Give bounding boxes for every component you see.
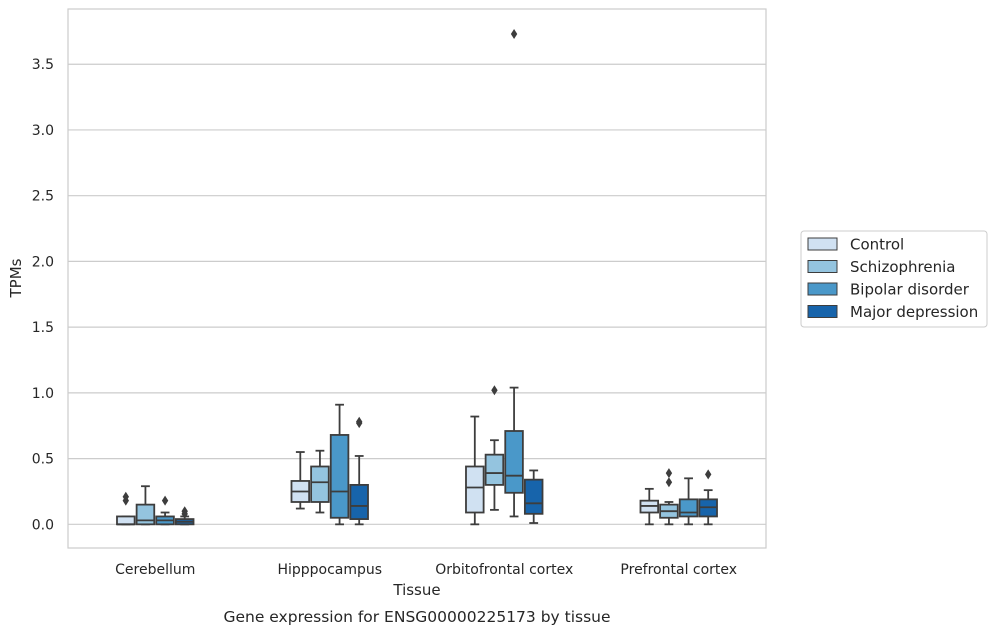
box	[310, 465, 330, 503]
legend-swatch	[807, 305, 838, 318]
chart-caption: Gene expression for ENSG00000225173 by t…	[223, 608, 610, 626]
legend-label: Major depression	[850, 303, 978, 321]
outlier-point	[161, 495, 169, 506]
outlier-point	[355, 416, 363, 427]
box-group	[135, 485, 156, 526]
box-group	[116, 491, 136, 526]
box	[523, 478, 544, 515]
legend-label: Bipolar disorder	[850, 281, 970, 299]
box	[484, 453, 505, 486]
box-group	[678, 477, 699, 526]
box-group	[639, 487, 660, 526]
box-group	[465, 415, 485, 526]
box-group	[329, 403, 350, 526]
box-group	[698, 469, 718, 526]
box	[678, 498, 699, 518]
legend-swatch	[807, 260, 838, 273]
y-tick-label: 0.0	[32, 517, 54, 533]
box	[465, 465, 485, 514]
box-group	[349, 416, 369, 526]
box-group	[659, 468, 679, 526]
y-tick-label: 3.0	[32, 123, 54, 139]
y-tick-labels: 0.0 0.5 1.0 1.5 2.0 2.5 3.0 3.5	[32, 57, 54, 533]
x-tick-label: Prefrontal cortex	[620, 562, 737, 578]
boxes	[116, 28, 718, 526]
box	[329, 434, 350, 519]
outlier-point	[665, 468, 673, 479]
gridlines	[68, 63, 766, 525]
outlier-point	[181, 506, 188, 517]
box	[135, 503, 156, 526]
legend-frame	[800, 230, 988, 328]
x-tick-label: Orbitofrontal cortex	[435, 562, 573, 578]
x-axis-label: Tissue	[392, 581, 440, 599]
box-group	[504, 28, 524, 518]
box	[116, 515, 136, 526]
box	[349, 483, 369, 520]
legend: Control Schizophrenia Bipolar disorder Majo…	[800, 230, 988, 328]
legend-swatch	[807, 237, 838, 251]
x-tick-label: Cerebellum	[115, 562, 195, 578]
y-tick-label: 0.5	[32, 452, 54, 468]
y-tick-label: 2.0	[32, 254, 54, 270]
box-group	[484, 385, 505, 511]
y-tick-label: 1.0	[32, 386, 54, 402]
outlier-point	[665, 477, 673, 488]
outlier-point	[122, 491, 130, 502]
plot-frame	[67, 8, 767, 549]
x-tick-label: Hipppocampus	[277, 562, 382, 578]
box-group	[155, 495, 175, 526]
box-group	[290, 451, 311, 510]
y-axis-label: TPMs	[7, 258, 25, 298]
box-group	[523, 469, 544, 524]
legend-swatch	[807, 282, 838, 296]
legend-label: Control	[850, 236, 904, 254]
box	[504, 430, 524, 494]
outlier-point	[510, 28, 518, 39]
box-group	[174, 506, 195, 526]
x-tick-labels: Cerebellum Hipppocampus Orbitofrontal cort…	[115, 562, 737, 578]
y-tick-label: 3.5	[32, 57, 54, 73]
y-tick-label: 2.5	[32, 189, 54, 205]
outlier-point	[491, 385, 498, 396]
outlier-point	[704, 469, 712, 480]
legend-label: Schizophrenia	[850, 258, 955, 276]
y-tick-label: 1.5	[32, 320, 54, 336]
box-group	[310, 449, 330, 514]
